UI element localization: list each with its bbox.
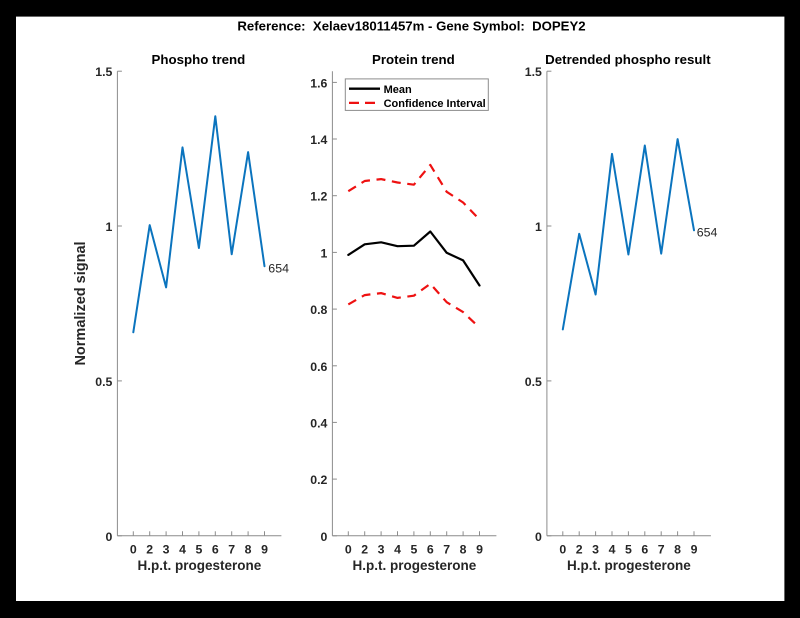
svg-text:0: 0 bbox=[559, 542, 566, 556]
svg-text:4: 4 bbox=[394, 542, 401, 556]
svg-text:0: 0 bbox=[535, 530, 542, 544]
svg-text:0: 0 bbox=[106, 530, 113, 544]
svg-text:2: 2 bbox=[361, 542, 368, 556]
svg-text:Phospho trend: Phospho trend bbox=[151, 52, 245, 67]
svg-text:4: 4 bbox=[609, 542, 616, 556]
svg-text:654: 654 bbox=[268, 261, 289, 275]
svg-text:6: 6 bbox=[427, 542, 434, 556]
svg-text:3: 3 bbox=[378, 542, 385, 556]
svg-text:1.6: 1.6 bbox=[310, 76, 327, 90]
svg-text:0: 0 bbox=[130, 542, 137, 556]
svg-text:1.4: 1.4 bbox=[310, 133, 327, 147]
svg-text:7: 7 bbox=[443, 542, 450, 556]
svg-text:0.2: 0.2 bbox=[310, 473, 327, 487]
svg-text:Mean: Mean bbox=[384, 84, 412, 96]
svg-text:3: 3 bbox=[163, 542, 170, 556]
svg-text:0.6: 0.6 bbox=[310, 360, 327, 374]
svg-text:6: 6 bbox=[641, 542, 648, 556]
svg-text:2: 2 bbox=[146, 542, 153, 556]
svg-text:3: 3 bbox=[592, 542, 599, 556]
svg-text:Detrended phospho result: Detrended phospho result bbox=[545, 52, 711, 67]
svg-text:H.p.t. progesterone: H.p.t. progesterone bbox=[353, 558, 477, 573]
svg-text:8: 8 bbox=[674, 542, 681, 556]
svg-text:Protein trend: Protein trend bbox=[372, 52, 455, 67]
svg-text:H.p.t. progesterone: H.p.t. progesterone bbox=[138, 558, 262, 573]
svg-text:9: 9 bbox=[261, 542, 268, 556]
svg-text:1.5: 1.5 bbox=[95, 65, 112, 79]
svg-text:654: 654 bbox=[697, 225, 718, 239]
svg-text:5: 5 bbox=[195, 542, 202, 556]
svg-text:1.5: 1.5 bbox=[525, 65, 542, 79]
svg-text:1: 1 bbox=[535, 220, 542, 234]
svg-text:9: 9 bbox=[691, 542, 698, 556]
svg-text:0.5: 0.5 bbox=[95, 375, 112, 389]
svg-text:1: 1 bbox=[106, 220, 113, 234]
svg-text:H.p.t. progesterone: H.p.t. progesterone bbox=[567, 558, 691, 573]
svg-text:4: 4 bbox=[179, 542, 186, 556]
svg-text:5: 5 bbox=[625, 542, 632, 556]
svg-text:0: 0 bbox=[345, 542, 352, 556]
svg-text:Normalized signal: Normalized signal bbox=[73, 241, 89, 365]
svg-text:1.2: 1.2 bbox=[310, 190, 327, 204]
svg-text:0.8: 0.8 bbox=[310, 303, 327, 317]
svg-text:Confidence Interval: Confidence Interval bbox=[384, 98, 486, 110]
svg-text:Reference: Xelaev18011457m -: Reference: Xelaev18011457m - Gene Symbol… bbox=[237, 19, 585, 34]
svg-text:0.5: 0.5 bbox=[525, 375, 542, 389]
svg-text:1: 1 bbox=[321, 246, 328, 260]
svg-text:8: 8 bbox=[245, 542, 252, 556]
svg-text:7: 7 bbox=[228, 542, 235, 556]
svg-text:0.4: 0.4 bbox=[310, 416, 327, 430]
svg-text:8: 8 bbox=[460, 542, 467, 556]
svg-text:2: 2 bbox=[576, 542, 583, 556]
svg-text:7: 7 bbox=[658, 542, 665, 556]
svg-text:9: 9 bbox=[476, 542, 483, 556]
svg-text:6: 6 bbox=[212, 542, 219, 556]
svg-text:5: 5 bbox=[410, 542, 417, 556]
svg-text:0: 0 bbox=[321, 530, 328, 544]
